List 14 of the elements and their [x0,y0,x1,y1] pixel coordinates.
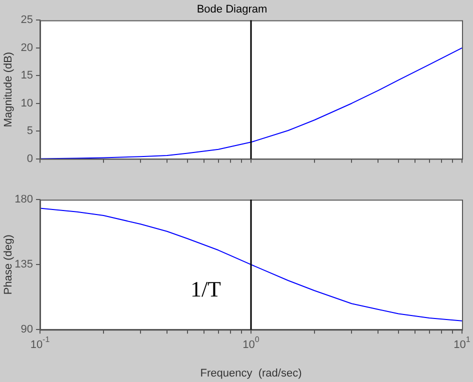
y-tick-label: 0 [26,152,33,165]
y-axis-title: Phase (deg) [2,234,15,295]
y-tick-label: 20 [20,42,33,54]
y-axis-title: Magnitude (dB) [2,52,15,128]
y-tick-label: 25 [20,14,33,26]
chart-title: Bode Diagram [196,4,268,16]
y-tick-label: 180 [14,194,33,206]
y-tick-label: 5 [26,125,33,138]
ref-line-label: 1/T [190,276,222,302]
y-tick-label: 10 [20,97,33,110]
x-axis-title: Frequency (rad/sec) [200,367,302,380]
y-tick-label: 90 [20,324,33,336]
y-tick-label: 15 [20,70,33,82]
y-tick-label: 135 [14,258,33,271]
